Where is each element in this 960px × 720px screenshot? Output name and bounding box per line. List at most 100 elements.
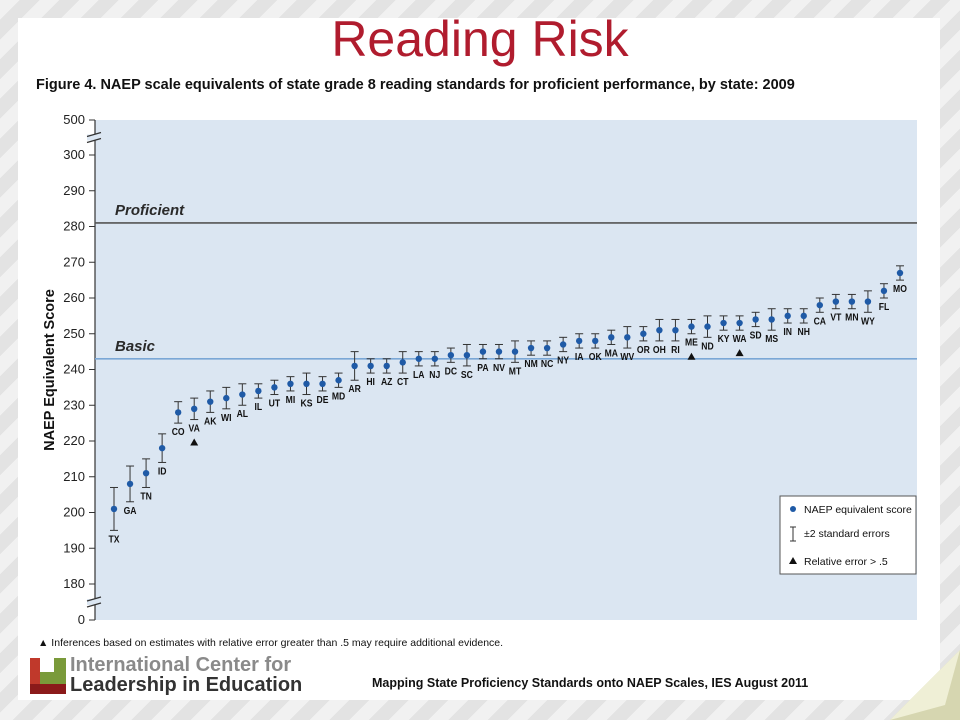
data-point-la: LA <box>413 351 425 381</box>
point-marker <box>158 444 166 452</box>
logo: International Center for Leadership in E… <box>30 654 330 696</box>
relative-error-marker <box>735 349 744 357</box>
state-label: DE <box>317 394 329 406</box>
point-marker <box>832 298 840 305</box>
y-tick-label: 200 <box>63 505 85 520</box>
state-label: IN <box>783 326 792 338</box>
state-label: VA <box>189 423 200 435</box>
point-marker <box>239 391 246 398</box>
y-tick-label: 270 <box>63 254 85 269</box>
relative-error-marker <box>687 352 696 360</box>
data-point-az: AZ <box>381 358 393 388</box>
point-marker <box>351 362 358 370</box>
state-label: DC <box>445 366 457 378</box>
point-marker <box>752 316 759 323</box>
legend-dot-icon <box>790 506 796 512</box>
legend: NAEP equivalent score ±2 standard errors R… <box>779 495 917 575</box>
data-point-ma: MA <box>605 329 618 360</box>
point-marker <box>768 316 775 323</box>
data-point-il: IL <box>254 383 263 413</box>
data-point-ok: OK <box>589 333 602 363</box>
y-tick-label: 290 <box>63 183 85 198</box>
axis-break-icon <box>86 131 103 144</box>
basic-label: Basic <box>115 338 156 355</box>
source-citation: Mapping State Proficiency Standards onto… <box>372 676 809 690</box>
y-tick-label: 260 <box>63 290 85 305</box>
data-point-ri: RI <box>671 318 680 356</box>
data-point-nd: ND <box>701 315 714 353</box>
y-tick-label: 240 <box>63 362 85 377</box>
state-label: TX <box>109 534 121 546</box>
y-tick-label: 280 <box>63 219 85 234</box>
data-point-wv: WV <box>620 326 635 363</box>
data-point-mn: MN <box>845 293 859 324</box>
point-marker <box>880 287 888 295</box>
state-label: AK <box>204 416 216 428</box>
axis-break-icon <box>86 596 103 608</box>
state-label: OR <box>637 344 650 356</box>
point-marker <box>816 301 823 309</box>
state-label: VT <box>830 312 841 324</box>
data-point-ny: NY <box>557 336 570 367</box>
point-marker <box>110 505 118 513</box>
point-marker <box>335 377 342 384</box>
y-tick-label: 180 <box>63 576 85 591</box>
slide-title: Reading Risk <box>331 11 629 67</box>
data-point-de: DE <box>317 376 329 406</box>
data-point-md: MD <box>332 372 345 403</box>
y-tick-label: 0 <box>78 612 85 627</box>
state-label: CO <box>172 426 185 438</box>
point-marker <box>399 359 406 366</box>
data-point-pa: PA <box>477 343 489 374</box>
data-point-co: CO <box>172 401 185 438</box>
state-label: NY <box>557 355 569 367</box>
data-point-ks: KS <box>301 372 313 410</box>
point-marker <box>575 337 583 345</box>
data-point-ms: MS <box>765 308 779 345</box>
figure-title: Figure 4. NAEP scale equivalents of stat… <box>36 77 795 93</box>
state-label: LA <box>413 369 425 381</box>
data-point-mi: MI <box>286 376 296 406</box>
point-marker <box>896 269 904 277</box>
state-label: NC <box>541 358 553 370</box>
data-point-oh: OH <box>653 318 666 356</box>
point-marker <box>207 398 214 405</box>
data-point-nh: NH <box>798 308 810 338</box>
page-curl-icon <box>890 650 960 720</box>
data-point-in: IN <box>783 308 792 338</box>
point-marker <box>287 380 294 387</box>
state-label: NJ <box>429 369 440 381</box>
y-tick-label: 500 <box>63 112 85 127</box>
data-point-ct: CT <box>397 351 409 388</box>
point-marker <box>319 380 326 387</box>
data-point-wa: WA <box>733 315 747 357</box>
state-label: NV <box>493 362 505 374</box>
point-marker <box>303 380 310 387</box>
legend-item-label: NAEP equivalent score <box>804 504 912 516</box>
point-marker <box>415 355 422 362</box>
data-point-mo: MO <box>893 265 907 295</box>
state-label: UT <box>269 398 281 410</box>
point-marker <box>126 480 134 488</box>
point-marker <box>736 319 743 327</box>
y-tick-label: 220 <box>63 433 85 448</box>
legend-triangle-icon <box>789 557 797 564</box>
state-label: ME <box>685 337 698 349</box>
point-marker <box>720 319 727 327</box>
state-label: AR <box>348 383 360 395</box>
logo-line-1: International Center for <box>70 654 292 676</box>
point-marker <box>383 362 390 370</box>
data-point-wy: WY <box>861 290 875 328</box>
point-marker <box>784 312 791 320</box>
y-tick-label: 190 <box>63 540 85 555</box>
point-marker <box>495 348 503 355</box>
data-point-vt: VT <box>830 293 841 324</box>
data-point-nc: NC <box>541 340 553 370</box>
y-tick-label: 230 <box>63 397 85 412</box>
data-point-al: AL <box>237 383 248 421</box>
state-label: PA <box>477 362 488 374</box>
point-marker <box>848 298 856 305</box>
state-label: SD <box>750 330 762 342</box>
state-label: CT <box>397 376 409 388</box>
point-marker <box>608 334 615 341</box>
